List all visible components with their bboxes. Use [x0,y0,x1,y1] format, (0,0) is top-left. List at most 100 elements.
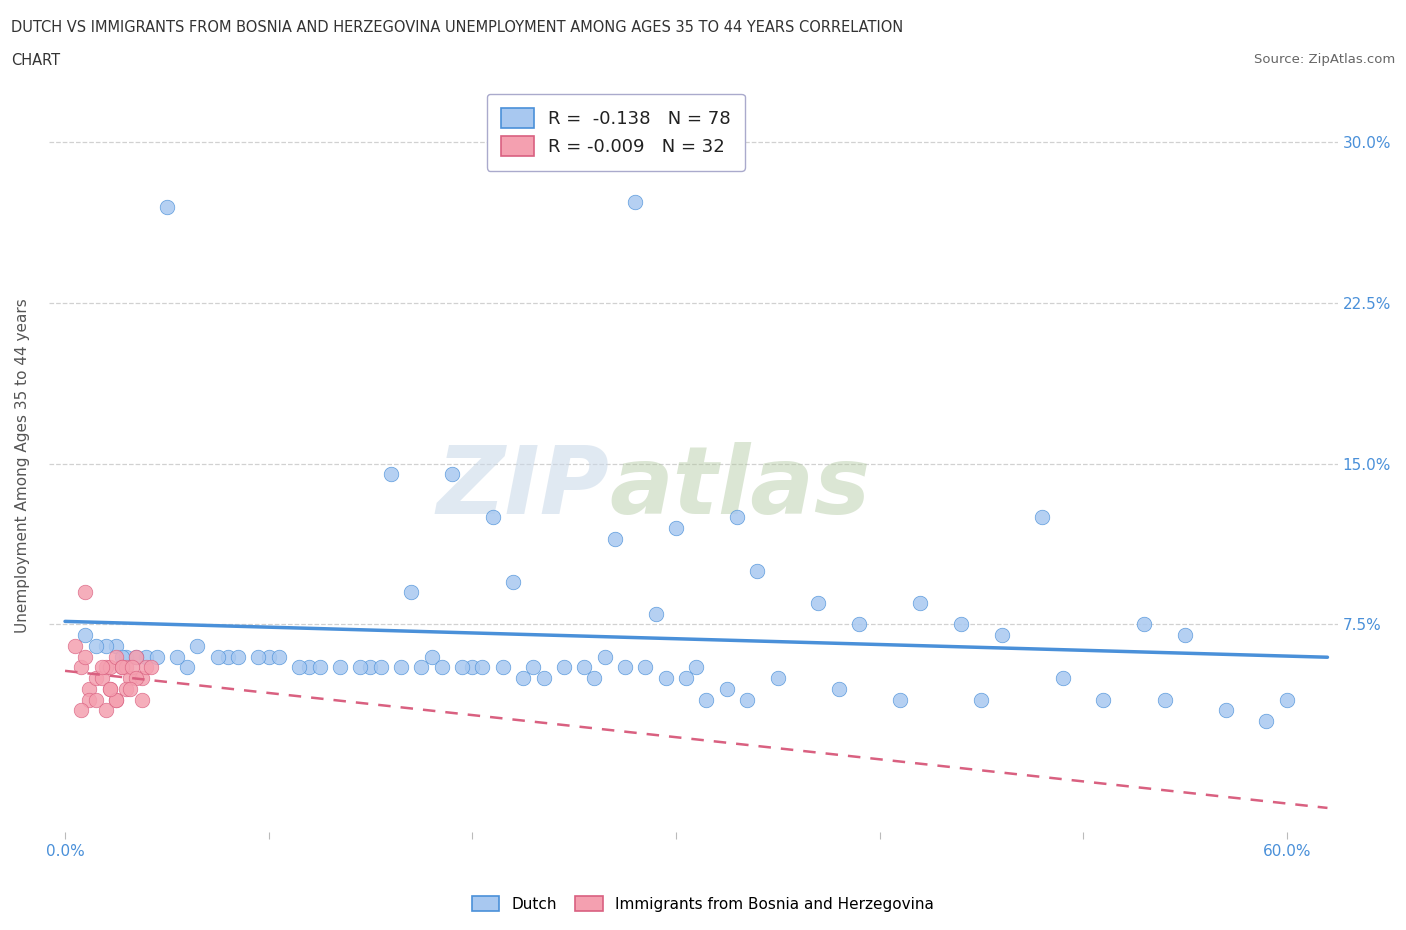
Point [370,660,392,675]
Point [359,660,381,675]
Point [131,671,153,685]
Point [125,649,148,664]
Point [380,467,402,482]
Point [247,649,270,664]
Point [135,660,157,675]
Point [1256,713,1278,728]
Point [75,585,97,600]
Point [695,692,717,707]
Point [125,671,148,685]
Point [889,692,911,707]
Point [104,639,127,654]
Point [553,660,575,675]
Point [420,649,443,664]
Point [166,649,188,664]
Point [685,660,707,675]
Point [217,649,239,664]
Point [990,628,1012,643]
Text: ZIP: ZIP [436,442,609,534]
Point [63,639,86,654]
Point [79,692,101,707]
Point [593,649,616,664]
Point [98,682,121,697]
Legend: R =  -0.138   N = 78, R = -0.009   N = 32: R = -0.138 N = 78, R = -0.009 N = 32 [486,94,745,170]
Point [461,660,484,675]
Point [156,199,179,214]
Point [848,617,870,631]
Point [70,703,93,718]
Point [1092,692,1115,707]
Point [440,467,463,482]
Point [115,682,138,697]
Point [120,682,142,697]
Point [84,671,107,685]
Text: atlas: atlas [609,442,870,534]
Point [1174,628,1197,643]
Point [94,639,117,654]
Point [766,671,789,685]
Point [970,692,993,707]
Point [1215,703,1237,718]
Point [624,194,647,209]
Point [1153,692,1175,707]
Point [533,671,555,685]
Point [176,660,198,675]
Point [1275,692,1298,707]
Point [949,617,972,631]
Point [1133,617,1156,631]
Point [603,531,626,546]
Point [735,692,758,707]
Point [135,649,157,664]
Point [481,510,503,525]
Point [257,649,280,664]
Point [111,660,134,675]
Point [267,649,290,664]
Point [104,649,127,664]
Point [675,671,697,685]
Point [226,649,249,664]
Point [522,660,544,675]
Point [665,521,688,536]
Point [583,671,606,685]
Point [614,660,637,675]
Point [120,671,142,685]
Point [411,660,433,675]
Point [828,682,851,697]
Point [104,692,127,707]
Point [644,606,666,621]
Point [298,660,321,675]
Point [79,682,101,697]
Text: Source: ZipAtlas.com: Source: ZipAtlas.com [1254,53,1395,66]
Point [574,660,596,675]
Point [492,660,515,675]
Point [98,660,121,675]
Y-axis label: Unemployment Among Ages 35 to 44 years: Unemployment Among Ages 35 to 44 years [15,299,30,633]
Point [75,649,97,664]
Point [111,649,134,664]
Point [94,660,117,675]
Point [145,649,167,664]
Point [139,660,162,675]
Point [84,639,107,654]
Point [908,595,931,610]
Point [90,671,112,685]
Point [329,660,352,675]
Point [90,660,112,675]
Point [207,649,229,664]
Point [94,703,117,718]
Point [389,660,412,675]
Point [104,692,127,707]
Point [654,671,676,685]
Point [430,660,453,675]
Point [451,660,474,675]
Point [725,510,748,525]
Point [349,660,371,675]
Point [502,574,524,589]
Text: DUTCH VS IMMIGRANTS FROM BOSNIA AND HERZEGOVINA UNEMPLOYMENT AMONG AGES 35 TO 44: DUTCH VS IMMIGRANTS FROM BOSNIA AND HERZ… [11,20,904,35]
Point [807,595,830,610]
Point [115,649,138,664]
Legend: Dutch, Immigrants from Bosnia and Herzegovina: Dutch, Immigrants from Bosnia and Herzeg… [465,889,941,918]
Point [634,660,657,675]
Text: CHART: CHART [11,53,60,68]
Point [1031,510,1053,525]
